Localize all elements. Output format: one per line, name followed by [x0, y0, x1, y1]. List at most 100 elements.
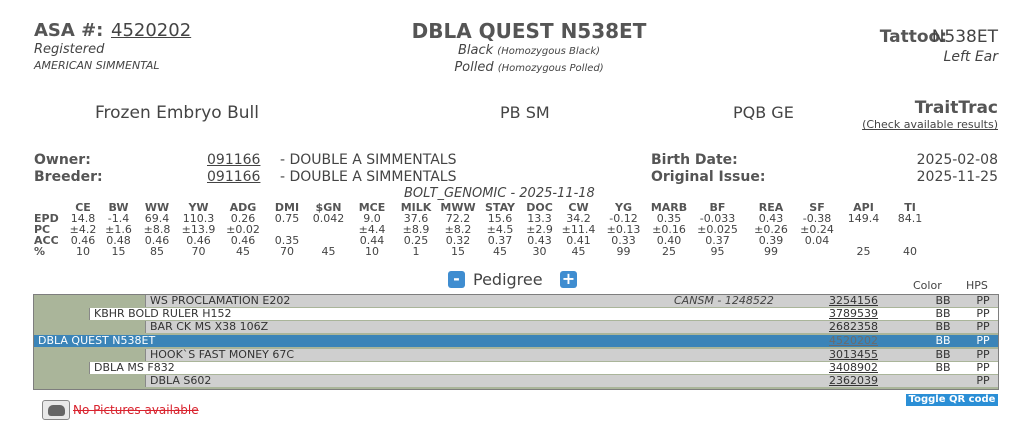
epd-value: 15.6 — [487, 212, 513, 225]
animal-type: Frozen Embryo Bull — [95, 103, 259, 123]
pedigree-registration-link[interactable]: 3013455 — [829, 348, 878, 361]
check-results-link[interactable]: (Check available results) — [862, 118, 998, 131]
epd-col-header: YW — [188, 201, 209, 214]
epd-value: 149.4 — [847, 212, 880, 225]
epd-value: 30 — [532, 245, 547, 258]
color-line: Black (Homozygous Black) — [0, 43, 1024, 58]
epd-value: 0.43 — [527, 234, 552, 247]
epd-col-header: ADG — [229, 201, 257, 214]
epd-value: 40 — [903, 245, 917, 258]
epd-value: 0.46 — [186, 234, 211, 247]
epd-col-header: MCE — [358, 201, 386, 214]
epd-row: PC ±4.2 ±1.6 ±8.8 ±13.9 ±0.02 ±4.4 ±8.9 ±8.2 ±4.5… — [34, 224, 930, 235]
epd-value: 25 — [856, 245, 871, 258]
epd-value: 84.1 — [897, 212, 923, 225]
epd-value: ±4.4 — [358, 223, 386, 236]
epd-value: 10 — [365, 245, 379, 258]
breeder-id-link[interactable]: 091166 — [207, 169, 261, 185]
epd-col-header: WW — [144, 201, 170, 214]
polled-note: (Homozygous Polled) — [497, 63, 604, 74]
pedigree-registration-link[interactable]: 2682358 — [829, 320, 878, 333]
birth-date-label: Birth Date: — [651, 152, 738, 168]
epd-value: 70 — [280, 245, 294, 258]
epd-col-header: MILK — [400, 201, 432, 214]
epd-col-header: YG — [615, 201, 632, 214]
animal-name: DBLA QUEST N538ET — [411, 19, 647, 43]
original-issue-value: 2025-11-25 — [916, 169, 998, 185]
epd-value: 85 — [150, 245, 164, 258]
epd-value: 69.4 — [144, 212, 170, 225]
epd-col-header: MARB — [650, 201, 688, 214]
epd-row: EPD 14.8 -1.4 69.4 110.3 0.26 0.75 0.042 9.0 37.6… — [34, 213, 930, 224]
epd-value — [308, 224, 349, 235]
pedigree-row: DBLA QUEST N538ET 4520202 BB PP — [34, 335, 998, 347]
epd-value: -0.12 — [609, 212, 638, 225]
pedigree-expand-button[interactable]: + — [560, 269, 577, 288]
pedigree-row: BAR CK MS X38 106Z 2682358 BB PP — [34, 321, 998, 333]
pedigree-hps: PP — [968, 362, 998, 374]
pedigree-dam[interactable]: DBLA MS F832 — [89, 362, 918, 374]
epd-value: 0.35 — [274, 234, 300, 247]
epd-value: ±4.5 — [486, 223, 514, 236]
color-value: Black — [457, 43, 494, 58]
epd-row-label: PC — [34, 223, 51, 236]
epd-value: 14.8 — [70, 212, 96, 225]
pedigree-row: DBLA S602 2362039 PP — [34, 375, 998, 387]
pedigree-sire-sire[interactable]: WS PROCLAMATION E202 — [145, 295, 918, 307]
pedigree-color: BB — [918, 321, 968, 333]
epd-header-row: CE BW WW YW ADG DMI $GN MCE MILK MWW STAY DOC CW YG MA… — [34, 202, 930, 213]
pedigree-color: BB — [918, 335, 968, 347]
pedigree-subject[interactable]: DBLA QUEST N538ET — [34, 335, 918, 347]
epd-col-header: BW — [108, 201, 129, 214]
epd-value: 45 — [571, 245, 586, 258]
epd-col-header: $GN — [315, 201, 342, 214]
epd-value: ±13.9 — [181, 223, 216, 236]
epd-col-header: DMI — [274, 201, 300, 214]
epd-col-header: REA — [758, 201, 784, 214]
epd-value: 0.44 — [359, 234, 385, 247]
owner-id-link[interactable]: 091166 — [207, 152, 261, 168]
epd-value: 37.6 — [403, 212, 429, 225]
pedigree-collapse-button[interactable]: - — [448, 271, 465, 288]
pedigree-color: BB — [918, 308, 968, 320]
epd-value — [797, 246, 837, 257]
epd-row: % 10 15 85 70 45 70 45 10 1 15 45 30 45 99 25 95 99 25 40 — [34, 246, 930, 257]
epd-value: 34.2 — [566, 212, 591, 225]
epd-value: ±4.2 — [69, 223, 97, 236]
no-pictures-text: No Pictures available — [73, 403, 199, 417]
pedigree-sire-dam[interactable]: BAR CK MS X38 106Z — [145, 321, 918, 333]
genomic-evaluation: BOLT_GENOMIC - 2025-11-18 — [404, 186, 595, 201]
epd-value: ±8.2 — [444, 223, 472, 236]
asa-number-link[interactable]: 4520202 — [111, 20, 192, 41]
pedigree-registration-link[interactable]: 3789539 — [829, 307, 878, 320]
epd-col-header: SF — [809, 201, 825, 214]
epd-value: ±0.02 — [226, 223, 260, 236]
epd-value: 0.46 — [230, 234, 256, 247]
pedigree-hps: PP — [968, 321, 998, 333]
epd-value: ±0.26 — [754, 223, 788, 236]
pedigree-registration-link[interactable]: 3254156 — [829, 294, 878, 307]
epd-value: 70 — [191, 245, 206, 258]
epd-value: 0.46 — [144, 234, 170, 247]
breed-association: AMERICAN SIMMENTAL — [34, 59, 160, 72]
epd-value: 99 — [616, 245, 631, 258]
color-column-header: Color — [913, 279, 942, 292]
epd-value: -0.38 — [802, 212, 832, 225]
pedigree-registration-link[interactable]: 2362039 — [829, 374, 878, 387]
epd-col-header: BF — [709, 201, 726, 214]
epd-value: 0.37 — [487, 234, 513, 247]
epd-value: ±0.24 — [800, 223, 834, 236]
pedigree-sire[interactable]: KBHR BOLD RULER H152 — [89, 308, 918, 320]
pedigree-dam-dam[interactable]: DBLA S602 — [145, 375, 918, 387]
pedigree-color: BB — [918, 362, 968, 374]
pedigree-row: DBLA MS F832 3408902 BB PP — [34, 362, 998, 374]
epd-col-header: TI — [904, 201, 916, 214]
pedigree-registration-link[interactable]: 4520202 — [826, 335, 918, 347]
pedigree-dam-sire[interactable]: HOOK`S FAST MONEY 67C — [145, 349, 918, 361]
camera-icon[interactable] — [42, 400, 70, 420]
epd-row-label: ACC — [34, 234, 59, 247]
epd-value: 13.3 — [527, 212, 552, 225]
epd-value — [837, 224, 890, 235]
pedigree-registration-link[interactable]: 3408902 — [829, 361, 878, 374]
toggle-qr-button[interactable]: Toggle QR code — [906, 394, 998, 406]
